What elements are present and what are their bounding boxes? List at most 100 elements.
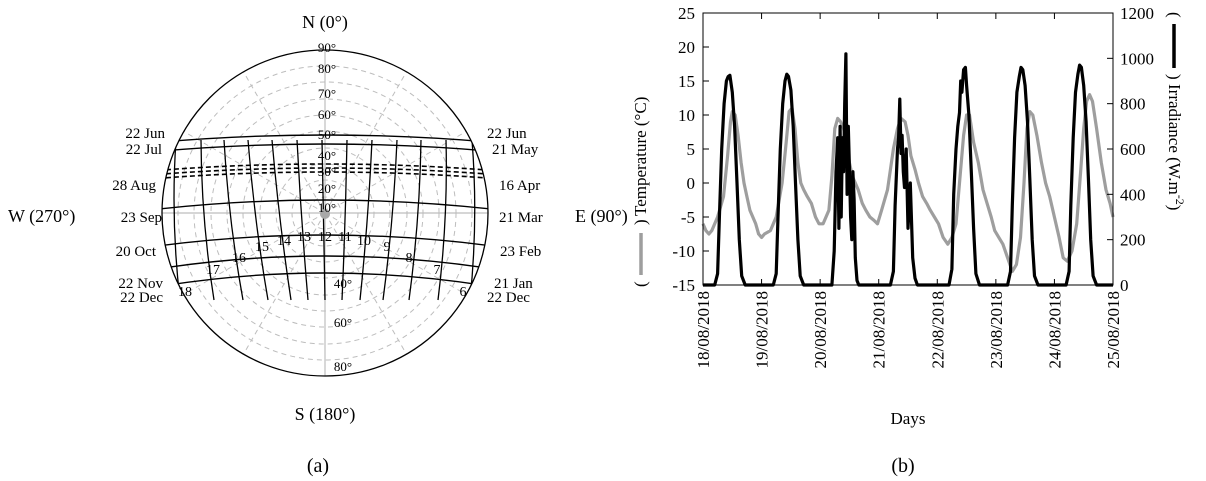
- y-tick-label-left: -5: [681, 208, 695, 227]
- hour-label: 12: [318, 230, 332, 245]
- hour-line: [247, 139, 269, 301]
- y-tick-label-left: -15: [672, 276, 695, 295]
- azimuth-line: [243, 71, 326, 214]
- azimuth-line: [324, 212, 467, 295]
- hour-label: 8: [406, 251, 413, 266]
- ylabel-right: Irradiance (W.m-2): [1165, 84, 1187, 210]
- y-tick-label-left: 15: [678, 72, 695, 91]
- azimuth-line: [324, 71, 407, 214]
- hour-label: 16: [232, 251, 246, 266]
- chart-axes: -15 -10 -5 0 5 10 15 20 25 0 200 400 600 800 1000 1200 1…: [672, 4, 1154, 368]
- date-left-aug: 28 Aug: [112, 178, 156, 194]
- date-right-may: 21 May: [492, 142, 539, 158]
- sun-path-curve: [162, 234, 488, 248]
- azimuth-line: [243, 212, 326, 355]
- altitude-label: 70°: [318, 86, 336, 101]
- altitude-label: 60°: [318, 107, 336, 122]
- hour-line: [296, 139, 309, 301]
- azimuth-line: [183, 212, 326, 295]
- sun-path-curve: [162, 134, 488, 144]
- caption-b: (b): [891, 455, 914, 477]
- altitude-label: 40°: [318, 148, 336, 163]
- y-axis-right-label: ( ) Irradiance (W.m-2): [1165, 12, 1187, 210]
- altitude-label: 60°: [334, 315, 352, 330]
- hour-label: 6: [460, 285, 467, 300]
- hour-line: [200, 139, 215, 301]
- plot-frame: [702, 12, 1114, 286]
- date-left-oct: 20 Oct: [116, 244, 157, 260]
- x-tick-label: 21/08/2018: [870, 291, 889, 368]
- date-left-sep: 23 Sep: [121, 210, 162, 226]
- y-tick-label-right: 400: [1120, 185, 1146, 204]
- compass-east: E (90°): [575, 206, 628, 227]
- sun-path-curve: [162, 171, 488, 180]
- altitude-label: 50°: [318, 127, 336, 142]
- azimuth-line: [324, 212, 407, 355]
- caption-a: (a): [307, 455, 329, 477]
- altitude-label: 30°: [318, 164, 336, 179]
- zenith-marker: [320, 209, 330, 219]
- hour-line: [321, 139, 326, 301]
- ylabel-right-open-paren: (: [1165, 12, 1184, 18]
- hour-label: 14: [277, 234, 291, 249]
- date-right-apr: 16 Apr: [499, 178, 540, 194]
- ylabel-right-exponent: -2: [1173, 195, 1187, 205]
- ylabel-left-close-paren: ): [631, 219, 650, 225]
- date-left-nov: 22 Nov: [118, 276, 163, 292]
- x-tick-label: 24/08/2018: [1045, 291, 1064, 368]
- hour-line: [223, 139, 244, 301]
- compass-north: N (0°): [302, 12, 348, 33]
- date-right-mar: 21 Mar: [499, 210, 543, 226]
- date-left-jul: 22 Jul: [126, 142, 162, 158]
- x-axis-label: Days: [891, 409, 926, 428]
- irradiance-series: [703, 52, 1113, 287]
- date-labels-left: 22 Jun 22 Jul 28 Aug 23 Sep 20 Oct 22 No…: [112, 126, 165, 306]
- hour-label: 10: [357, 234, 371, 249]
- y-tick-label-right: 0: [1120, 276, 1129, 295]
- date-right-jan: 21 Jan: [494, 276, 533, 292]
- ylabel-left: Temperature (°C): [631, 97, 650, 216]
- altitude-label: 80°: [318, 61, 336, 76]
- hour-line: [437, 139, 447, 301]
- hour-line: [408, 139, 422, 301]
- hour-label: 9: [384, 240, 391, 255]
- altitude-label: 80°: [334, 359, 352, 374]
- sun-path-diagram: 90°80°70°60°50°40°30°20°10°40°60°80° 181…: [8, 12, 628, 477]
- x-tick-label: 19/08/2018: [753, 291, 772, 368]
- hour-line: [359, 139, 373, 301]
- chart-series: [701, 52, 1115, 287]
- y-tick-label-right: 200: [1120, 231, 1146, 250]
- date-left-dec: 22 Dec: [120, 290, 163, 306]
- date-left-jun: 22 Jun: [125, 126, 165, 142]
- hour-label: 13: [297, 230, 311, 245]
- sun-path-curve: [162, 163, 488, 172]
- x-tick-label: 20/08/2018: [811, 291, 830, 368]
- sun-path-curve: [162, 199, 488, 211]
- hour-label: 15: [255, 240, 269, 255]
- y-tick-label-right: 1200: [1120, 4, 1154, 23]
- compass-south: S (180°): [295, 404, 356, 425]
- hour-line: [341, 139, 348, 301]
- altitude-label: 40°: [334, 276, 352, 291]
- y-tick-label-right: 1000: [1120, 49, 1154, 68]
- x-tick-label: 23/08/2018: [987, 291, 1006, 368]
- compass-west: W (270°): [8, 206, 75, 227]
- hour-line: [382, 139, 398, 301]
- altitude-label: 20°: [318, 181, 336, 196]
- hour-line: [271, 139, 292, 301]
- hour-line: [469, 139, 476, 301]
- date-right-dec: 22 Dec: [487, 290, 530, 306]
- y-tick-label-right: 600: [1120, 140, 1146, 159]
- date-right-jun: 22 Jun: [487, 126, 527, 142]
- date-labels-right: 22 Jun 21 May 16 Apr 21 Mar 23 Feb 21 Ja…: [487, 126, 543, 306]
- y-tick-label-left: 25: [678, 4, 695, 23]
- x-tick-label: 25/08/2018: [1104, 291, 1123, 368]
- date-right-feb: 23 Feb: [500, 244, 541, 260]
- y-tick-label-left: 10: [678, 106, 695, 125]
- sun-path-curve: [162, 143, 488, 153]
- ylabel-left-open-paren: (: [631, 281, 650, 287]
- azimuth-line: [183, 131, 326, 214]
- altitude-labels: 90°80°70°60°50°40°30°20°10°40°60°80°: [318, 40, 352, 374]
- sun-path-curve: [162, 255, 488, 271]
